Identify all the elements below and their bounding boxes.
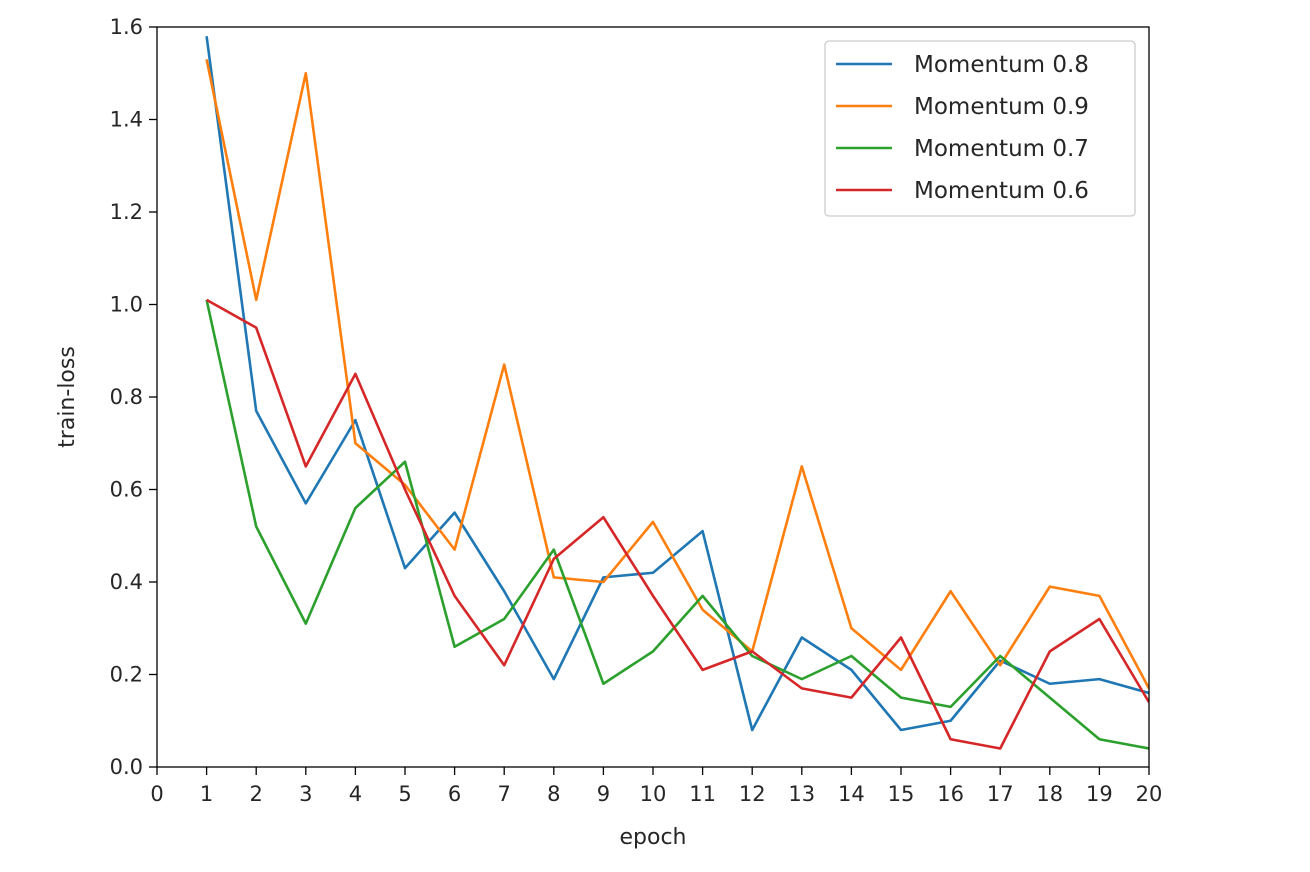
legend-label: Momentum 0.8	[914, 52, 1089, 78]
x-tick-label: 9	[597, 782, 610, 806]
x-tick-label: 4	[349, 782, 362, 806]
x-tick-label: 10	[640, 782, 667, 806]
x-tick-label: 7	[498, 782, 511, 806]
series-line-2	[205, 59, 1149, 689]
x-tick-label: 18	[1036, 782, 1063, 806]
legend: Momentum 0.8 Momentum 0.9 Momentum 0.7 Mome…	[824, 40, 1136, 217]
legend-label: Momentum 0.6	[914, 178, 1089, 204]
y-axis: 0.0 0.2 0.4 0.6 0.8 1.0 1.2 1.4 1.6	[110, 15, 157, 779]
x-tick-label: 11	[689, 782, 716, 806]
y-tick-label: 0.4	[110, 570, 143, 594]
series-line-3	[205, 299, 1149, 750]
y-tick-label: 1.0	[110, 293, 143, 317]
x-tick-label: 5	[398, 782, 411, 806]
series-line-4	[205, 298, 1149, 750]
x-tick-label: 1	[200, 782, 213, 806]
x-tick-label: 13	[788, 782, 815, 806]
y-tick-label: 1.4	[110, 108, 143, 132]
y-tick-label: 0.0	[110, 755, 143, 779]
x-tick-label: 0	[150, 782, 163, 806]
x-axis-label: epoch	[620, 825, 687, 850]
x-tick-label: 12	[739, 782, 766, 806]
x-tick-label: 6	[448, 782, 461, 806]
y-axis-label: train-loss	[55, 346, 80, 448]
x-axis: 0 1 2 3 4 5 6 7 8 9 10 11 12 13 14 15 16 17 18 19 20	[150, 767, 1162, 806]
y-tick-label: 0.8	[110, 385, 143, 409]
x-tick-label: 14	[838, 782, 865, 806]
legend-label: Momentum 0.7	[914, 136, 1089, 162]
x-tick-label: 8	[547, 782, 560, 806]
x-tick-label: 20	[1136, 782, 1163, 806]
legend-label: Momentum 0.9	[914, 94, 1089, 120]
y-tick-label: 1.6	[110, 15, 143, 39]
x-tick-label: 19	[1086, 782, 1113, 806]
x-tick-label: 3	[299, 782, 312, 806]
series-line-1	[205, 36, 1149, 732]
y-tick-label: 0.6	[110, 478, 143, 502]
y-tick-label: 1.2	[110, 200, 143, 224]
x-tick-label: 15	[888, 782, 915, 806]
x-tick-label: 16	[937, 782, 964, 806]
series-layer	[205, 36, 1149, 750]
x-tick-label: 17	[987, 782, 1014, 806]
legend-box	[824, 40, 1136, 217]
y-tick-label: 0.2	[110, 663, 143, 687]
x-tick-label: 2	[250, 782, 263, 806]
